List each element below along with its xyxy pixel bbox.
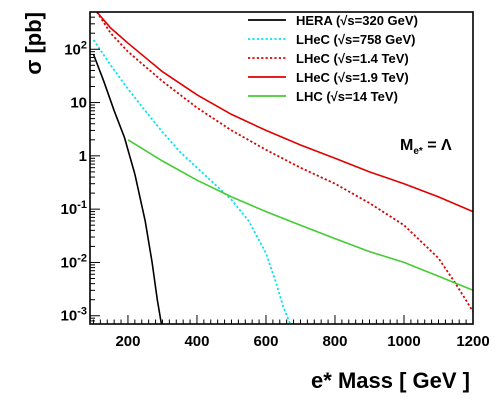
axis-layer: 200 400 600 800 1000 1200 10-3 10-2 10-1 1 10 102 — [61, 11, 490, 350]
y-tick-label: 10-3 — [61, 306, 87, 325]
x-tick-label: 800 — [322, 333, 347, 350]
x-tick-label: 1200 — [456, 333, 489, 350]
legend: HERA (√s=320 GeV) LHeC (√s=758 GeV) LHeC (… — [248, 13, 418, 104]
series-line-0 — [92, 54, 163, 324]
legend-label-1: LHeC (√s=758 GeV) — [296, 32, 416, 47]
y-tick-label: 10-2 — [61, 252, 87, 271]
x-axis-label: e* Mass [ GeV ] — [311, 368, 470, 393]
x-tick-label: 400 — [184, 333, 209, 350]
y-tick-label: 1 — [79, 148, 87, 165]
legend-label-2: LHeC (√s=1.4 TeV) — [296, 51, 409, 66]
legend-label-3: LHeC (√s=1.9 TeV) — [296, 70, 409, 85]
x-tick-label: 200 — [115, 333, 140, 350]
series-line-1 — [92, 39, 291, 324]
series-layer — [92, 12, 473, 324]
legend-label-0: HERA (√s=320 GeV) — [296, 13, 418, 28]
y-tick-label: 10 — [70, 95, 87, 112]
mass-annotation: Me* = Λ — [400, 137, 452, 157]
y-axis-label: σ [pb] — [21, 12, 46, 75]
legend-label-4: LHC (√s=14 TeV) — [296, 89, 398, 104]
series-line-3 — [96, 12, 473, 213]
y-tick-label: 102 — [64, 39, 87, 58]
x-tick-label: 600 — [253, 333, 278, 350]
y-tick-label: 10-1 — [61, 199, 87, 218]
series-line-4 — [127, 139, 473, 292]
x-tick-label: 1000 — [387, 333, 420, 350]
series-line-2 — [96, 12, 473, 312]
